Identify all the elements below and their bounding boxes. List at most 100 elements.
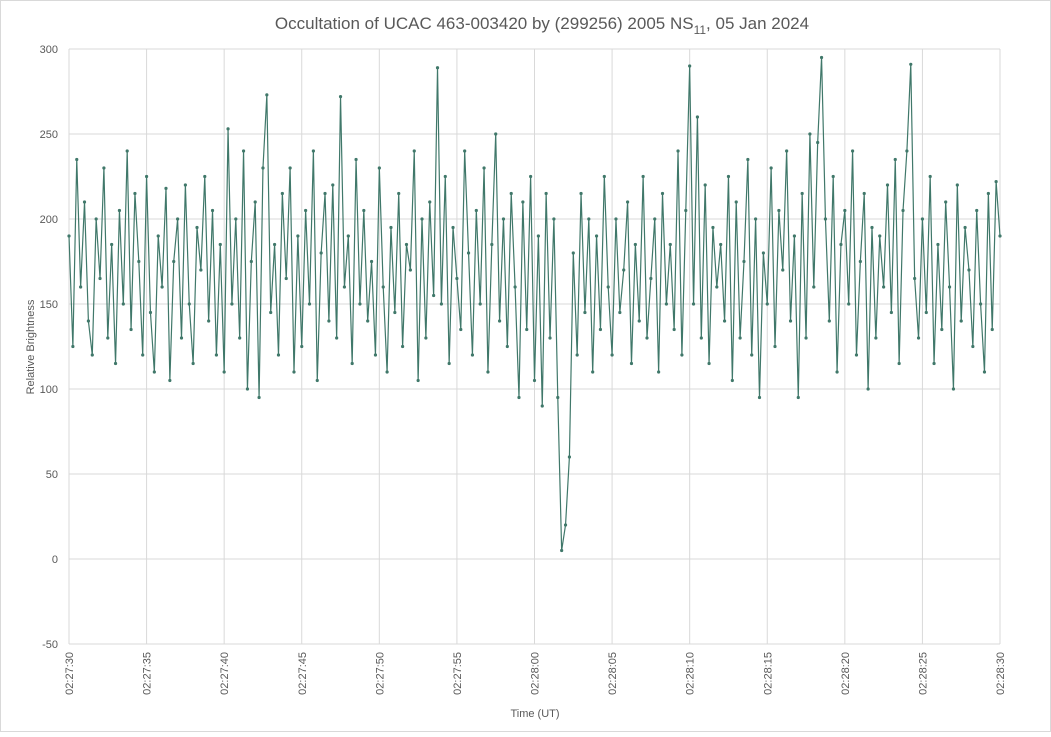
data-point <box>750 353 754 357</box>
data-point <box>878 234 882 238</box>
data-point <box>773 344 777 349</box>
data-point <box>164 186 168 190</box>
data-point <box>525 327 529 332</box>
data-point <box>447 361 451 366</box>
data-point <box>102 166 106 170</box>
data-point <box>478 302 482 306</box>
data-point <box>401 344 405 349</box>
data-point <box>82 200 87 204</box>
data-point <box>354 157 358 162</box>
data-point <box>214 353 219 357</box>
data-point <box>804 336 808 340</box>
data-point <box>781 268 785 272</box>
data-point <box>563 523 568 527</box>
data-point <box>366 319 370 323</box>
data-point <box>412 149 416 153</box>
y-tick-label: 300 <box>40 44 58 56</box>
data-point <box>959 319 963 323</box>
y-tick-label: 250 <box>40 129 58 141</box>
data-point <box>699 336 703 340</box>
data-point <box>121 302 125 306</box>
data-point <box>435 66 440 70</box>
data-point <box>466 251 471 255</box>
data-point <box>994 180 998 184</box>
data-point <box>505 344 509 349</box>
data-point <box>850 149 855 153</box>
data-point <box>905 149 909 153</box>
data-point <box>967 268 971 272</box>
data-point <box>676 149 680 153</box>
data-point <box>649 276 653 281</box>
x-tick-label: 02:27:45 <box>297 652 309 695</box>
data-point <box>975 208 979 213</box>
data-point <box>660 191 665 196</box>
data-point <box>315 378 319 383</box>
data-point <box>552 217 556 221</box>
data-point <box>416 378 420 383</box>
data-point <box>98 276 102 281</box>
y-tick-label: -50 <box>42 639 58 651</box>
data-point <box>575 353 579 357</box>
data-point <box>882 285 886 289</box>
data-point <box>424 336 428 340</box>
data-point <box>408 268 412 272</box>
data-point <box>319 251 323 255</box>
data-point <box>338 95 343 99</box>
data-point <box>490 242 494 247</box>
data-point <box>924 310 928 315</box>
data-point <box>362 208 366 213</box>
data-point <box>265 93 269 97</box>
data-point <box>179 336 184 340</box>
data-point <box>532 378 537 383</box>
data-point <box>494 132 498 136</box>
data-point <box>757 395 762 400</box>
data-point <box>862 191 866 196</box>
data-point <box>280 191 284 196</box>
data-point <box>854 353 859 357</box>
data-point <box>443 174 447 179</box>
data-point <box>819 55 824 60</box>
data-point <box>432 293 436 298</box>
data-point <box>792 234 797 238</box>
data-point <box>684 208 688 213</box>
y-tick-label: 150 <box>40 299 58 311</box>
data-point <box>79 285 83 289</box>
data-point <box>501 217 506 221</box>
data-point <box>897 361 901 366</box>
data-point <box>889 310 893 315</box>
data-point <box>369 259 374 264</box>
title-tail: , 05 Jan 2024 <box>706 14 809 33</box>
data-point <box>796 395 800 400</box>
data-point <box>117 208 122 213</box>
data-point <box>548 336 552 340</box>
data-point <box>633 242 637 247</box>
data-point <box>288 166 292 170</box>
data-point <box>241 149 246 153</box>
data-point <box>963 225 967 230</box>
data-point <box>680 353 684 357</box>
data-point <box>641 174 645 179</box>
y-tick-label: 0 <box>52 554 58 566</box>
data-point <box>517 395 521 400</box>
x-tick-label: 02:27:30 <box>64 652 76 695</box>
x-tick-label: 02:28:30 <box>995 652 1007 695</box>
data-point <box>866 387 870 391</box>
data-point <box>614 217 618 221</box>
data-point <box>75 157 79 162</box>
data-point <box>761 251 765 255</box>
data-point <box>874 336 878 340</box>
data-point <box>455 276 459 281</box>
x-tick-label: 02:27:55 <box>452 652 464 695</box>
data-point <box>823 217 828 221</box>
data-point <box>144 174 149 179</box>
data-point <box>323 191 327 196</box>
data-point <box>788 319 793 323</box>
data-point <box>141 353 145 357</box>
data-point <box>583 310 587 315</box>
data-point <box>982 370 987 374</box>
data-point <box>187 302 191 306</box>
data-point <box>176 217 180 221</box>
data-point <box>944 200 948 204</box>
data-point <box>913 276 917 281</box>
